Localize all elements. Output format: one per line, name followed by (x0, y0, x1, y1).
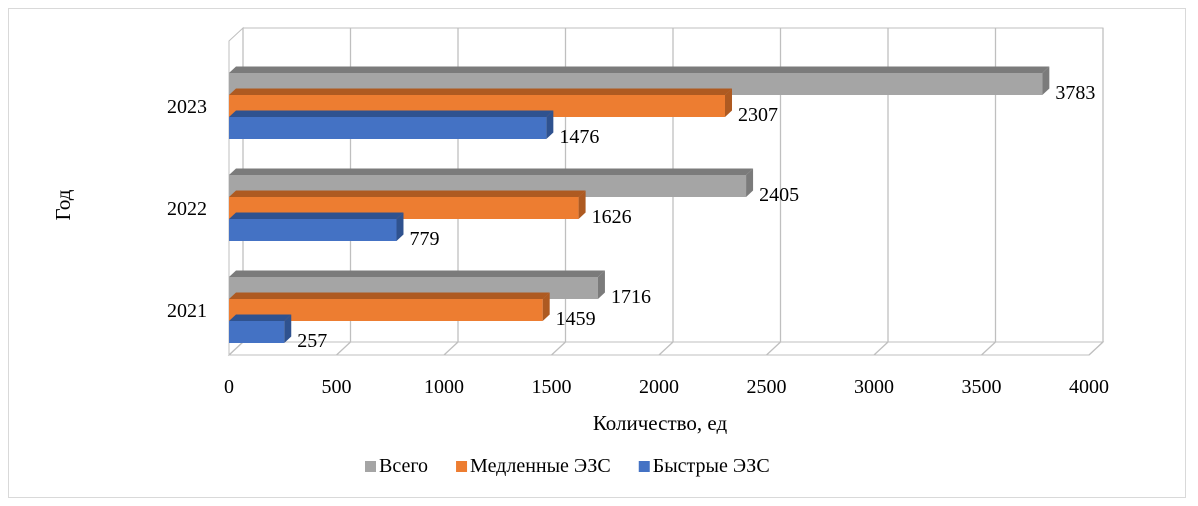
data-label: 1459 (556, 308, 596, 330)
bar (229, 117, 547, 139)
data-label: 3783 (1055, 82, 1095, 104)
x-tick-label: 3000 (854, 376, 894, 398)
floor-gridline (336, 341, 351, 356)
legend-label: Медленные ЭЗС (470, 455, 611, 477)
data-label: 779 (409, 228, 439, 250)
x-tick-label: 2000 (639, 376, 679, 398)
bar-top (229, 292, 550, 299)
data-label: 1716 (611, 286, 651, 308)
floor-gridline (766, 341, 781, 356)
bar-top (229, 270, 605, 277)
bar-top (229, 190, 586, 197)
data-label: 2405 (759, 184, 799, 206)
data-label: 1476 (559, 126, 599, 148)
category-label: 2022 (167, 198, 207, 220)
floor-gridline (551, 341, 566, 356)
bar-side (542, 292, 550, 321)
bar-side (725, 88, 733, 117)
x-tick-label: 1500 (532, 376, 572, 398)
bar-top (229, 66, 1050, 73)
bar-side (546, 110, 554, 139)
legend-label: Всего (379, 455, 428, 477)
bar-top (229, 88, 733, 95)
bar-side (284, 314, 292, 343)
floor-gridline (443, 341, 459, 356)
x-tick-label: 3500 (962, 376, 1002, 398)
x-tick-label: 2500 (747, 376, 787, 398)
category-label: 2023 (167, 96, 207, 118)
x-tick-label: 0 (224, 376, 234, 398)
bar-side (578, 190, 586, 219)
bar-side (597, 270, 605, 299)
data-label: 2307 (738, 104, 778, 126)
y-axis-title: Год (51, 189, 75, 220)
floor-gridline (658, 341, 674, 356)
legend-swatch (365, 461, 376, 472)
x-tick-label: 4000 (1069, 376, 1109, 398)
legend-label: Быстрые ЭЗС (653, 455, 770, 477)
data-label: 257 (297, 330, 327, 352)
floor-gridline (981, 341, 996, 356)
x-tick-label: 500 (322, 376, 352, 398)
labels-layer: 0 500 1000 1500 2000 2500 3000 3500 4000 1716 1459… (167, 82, 1109, 398)
category-label: 2021 (167, 300, 207, 322)
bar-top (229, 168, 754, 175)
chart-frame (8, 8, 1186, 498)
floor-gridline (873, 341, 889, 356)
bar-side (1042, 66, 1050, 95)
bar-top (229, 212, 404, 219)
legend-swatch (638, 461, 650, 472)
bars-layer (229, 66, 1050, 343)
bar-side (746, 168, 754, 197)
bar-side (396, 212, 404, 241)
bar-top (229, 110, 554, 117)
bar (229, 219, 397, 241)
bar (229, 299, 543, 321)
bar (229, 321, 285, 343)
x-axis-title: Количество, ед (593, 411, 728, 435)
floor-gridline (228, 341, 244, 356)
legend: Всего Медленные ЭЗС Быстрые ЭЗС (365, 455, 770, 477)
bar-top (229, 314, 292, 321)
legend-swatch (456, 461, 468, 472)
data-label: 1626 (592, 206, 632, 228)
x-tick-label: 1000 (424, 376, 464, 398)
floor-gridline (1088, 341, 1104, 356)
